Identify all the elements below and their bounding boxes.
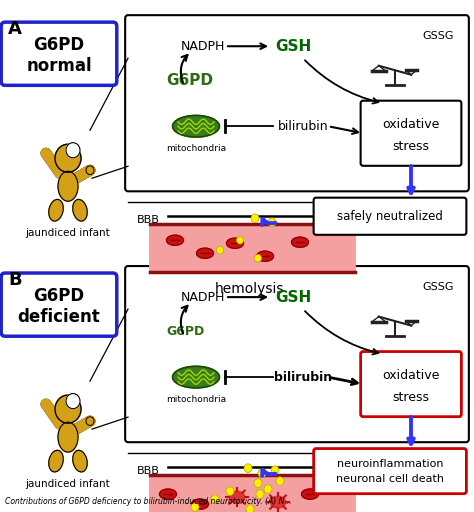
Text: NADPH: NADPH xyxy=(181,291,225,304)
Circle shape xyxy=(86,417,94,425)
FancyBboxPatch shape xyxy=(361,101,461,166)
FancyBboxPatch shape xyxy=(125,266,469,442)
Ellipse shape xyxy=(58,422,78,452)
Circle shape xyxy=(251,214,259,223)
Ellipse shape xyxy=(292,237,309,247)
Text: A: A xyxy=(8,20,22,38)
Text: G6PD: G6PD xyxy=(166,73,213,88)
Ellipse shape xyxy=(197,248,213,259)
Circle shape xyxy=(268,218,276,227)
Text: hemolysis: hemolysis xyxy=(215,282,285,296)
FancyBboxPatch shape xyxy=(149,223,356,273)
Circle shape xyxy=(255,254,262,262)
Ellipse shape xyxy=(173,366,219,388)
Text: GSH: GSH xyxy=(275,290,311,305)
Text: GSSG: GSSG xyxy=(422,282,454,292)
Text: NADPH: NADPH xyxy=(181,40,225,53)
Circle shape xyxy=(246,505,254,512)
Text: GSSG: GSSG xyxy=(422,31,454,41)
Ellipse shape xyxy=(191,499,209,509)
Ellipse shape xyxy=(49,451,63,472)
Circle shape xyxy=(237,237,244,244)
FancyBboxPatch shape xyxy=(149,474,356,512)
Ellipse shape xyxy=(173,115,219,137)
Circle shape xyxy=(66,143,80,158)
Circle shape xyxy=(226,487,234,496)
Text: stress: stress xyxy=(392,140,429,153)
Ellipse shape xyxy=(73,451,87,472)
Text: neuroinflammation: neuroinflammation xyxy=(337,459,443,470)
Circle shape xyxy=(55,144,81,172)
Text: bilirubin: bilirubin xyxy=(274,371,332,383)
Ellipse shape xyxy=(58,171,78,201)
Text: BBB: BBB xyxy=(137,215,160,225)
Ellipse shape xyxy=(227,238,244,248)
Circle shape xyxy=(86,166,94,175)
Text: B: B xyxy=(8,271,22,289)
Circle shape xyxy=(191,503,199,511)
Text: mitochondria: mitochondria xyxy=(166,144,226,153)
Ellipse shape xyxy=(159,489,176,499)
Text: neuronal cell death: neuronal cell death xyxy=(336,474,444,484)
Circle shape xyxy=(66,394,80,409)
Text: oxidative: oxidative xyxy=(383,118,440,131)
Circle shape xyxy=(244,464,252,473)
Circle shape xyxy=(271,466,279,475)
Text: jaundiced infant: jaundiced infant xyxy=(26,228,110,238)
Circle shape xyxy=(264,485,272,494)
Text: G6PD: G6PD xyxy=(34,36,84,54)
Circle shape xyxy=(276,477,284,485)
Text: safely neutralized: safely neutralized xyxy=(337,210,443,223)
Text: G6PD: G6PD xyxy=(34,287,84,305)
Circle shape xyxy=(258,469,266,478)
Circle shape xyxy=(254,479,262,487)
Ellipse shape xyxy=(166,235,183,245)
Ellipse shape xyxy=(49,200,63,221)
Text: deficient: deficient xyxy=(18,308,100,326)
Circle shape xyxy=(211,495,219,503)
Text: mitochondria: mitochondria xyxy=(166,395,226,404)
Text: G6PD: G6PD xyxy=(166,325,204,337)
Circle shape xyxy=(256,490,264,499)
FancyBboxPatch shape xyxy=(1,273,117,336)
Ellipse shape xyxy=(256,251,273,261)
FancyBboxPatch shape xyxy=(1,22,117,86)
FancyBboxPatch shape xyxy=(314,198,466,235)
Circle shape xyxy=(217,246,224,254)
Ellipse shape xyxy=(229,491,245,503)
Ellipse shape xyxy=(270,496,286,508)
Text: bilirubin: bilirubin xyxy=(278,120,328,133)
FancyBboxPatch shape xyxy=(125,15,469,191)
Text: normal: normal xyxy=(26,57,92,75)
Text: BBB: BBB xyxy=(137,466,160,476)
FancyBboxPatch shape xyxy=(361,352,461,417)
Circle shape xyxy=(55,395,81,423)
Text: jaundiced infant: jaundiced infant xyxy=(26,479,110,489)
Text: oxidative: oxidative xyxy=(383,369,440,381)
Ellipse shape xyxy=(73,200,87,221)
Text: GSH: GSH xyxy=(275,39,311,54)
Ellipse shape xyxy=(301,489,319,499)
Text: Contributions of G6PD deficiency to bilirubin-induced neurotoxicity. (A) N...: Contributions of G6PD deficiency to bili… xyxy=(5,497,292,506)
FancyBboxPatch shape xyxy=(314,449,466,494)
Text: stress: stress xyxy=(392,391,429,404)
